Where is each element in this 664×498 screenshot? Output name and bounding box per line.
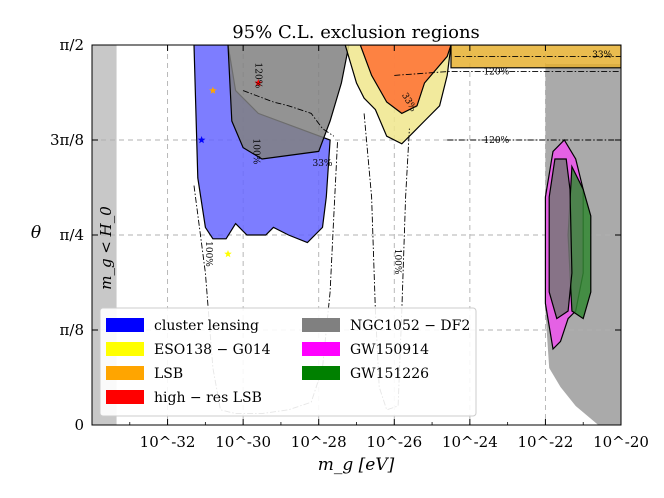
- x-tick-label-2: 10^-28: [291, 433, 347, 451]
- legend-swatch-1: [302, 318, 340, 332]
- contour-label-1: 120%: [483, 68, 509, 78]
- y-tick-label-2: π/4: [60, 226, 84, 244]
- contour-label-4: 100%: [250, 139, 260, 165]
- legend-swatch-5: [302, 366, 340, 380]
- excluded-band-label: m_g < H_0: [97, 206, 115, 290]
- y-tick-label-0: 0: [74, 416, 84, 434]
- legend-box: [99, 307, 477, 417]
- legend-label-2: ESO138 − G014: [154, 342, 271, 358]
- y-axis-label: θ: [31, 223, 41, 243]
- x-axis-label: m_g [eV]: [318, 455, 395, 475]
- chart-title: 95% C.L. exclusion regions: [232, 22, 480, 43]
- axis-ticks: 10^-32 10^-30 10^-28 10^-26 10^-24 10^-22 10^-…: [50, 36, 649, 451]
- marker-1: [209, 86, 217, 94]
- contour-label-0: 33%: [592, 51, 612, 61]
- legend: cluster lensing NGC1052 − DF2 ESO138 − G01…: [99, 307, 477, 417]
- regions-layer: [193, 45, 621, 351]
- legend-label-6: high − res LSB: [154, 390, 262, 406]
- contour-label-5: 100%: [203, 241, 213, 267]
- contour-label-3: 120%: [252, 63, 262, 89]
- y-tick-label-3: 3π/8: [50, 131, 84, 149]
- legend-swatch-2: [106, 342, 144, 356]
- y-tick-label-4: π/2: [60, 36, 84, 54]
- x-tick-label-1: 10^-30: [215, 433, 271, 451]
- x-tick-label-6: 10^-20: [593, 433, 649, 451]
- legend-swatch-0: [106, 318, 144, 332]
- markers-layer: [197, 79, 263, 258]
- legend-label-3: GW150914: [350, 342, 429, 358]
- marker-3: [254, 79, 263, 87]
- legend-swatch-6: [106, 390, 144, 404]
- y-tick-label-1: π/8: [60, 321, 84, 339]
- legend-label-1: NGC1052 − DF2: [350, 318, 470, 334]
- legend-label-4: LSB: [154, 366, 183, 382]
- marker-0: [197, 136, 206, 144]
- contour-label-6: 100%: [392, 249, 402, 275]
- region-1: [227, 45, 350, 160]
- legend-swatch-3: [302, 342, 340, 356]
- x-tick-label-5: 10^-22: [518, 433, 574, 451]
- contour-line-2: [242, 90, 335, 137]
- contour-label-7: 33%: [312, 159, 332, 169]
- legend-label-5: GW151226: [350, 366, 429, 382]
- marker-2: [224, 250, 232, 258]
- x-tick-label-0: 10^-32: [140, 433, 196, 451]
- region-4: [359, 45, 452, 115]
- legend-swatch-4: [106, 366, 144, 380]
- region-7: [548, 158, 573, 320]
- contour-label-2: 120%: [483, 136, 509, 146]
- legend-label-0: cluster lensing: [154, 318, 259, 334]
- x-tick-label-3: 10^-26: [366, 433, 422, 451]
- x-tick-label-4: 10^-24: [442, 433, 498, 451]
